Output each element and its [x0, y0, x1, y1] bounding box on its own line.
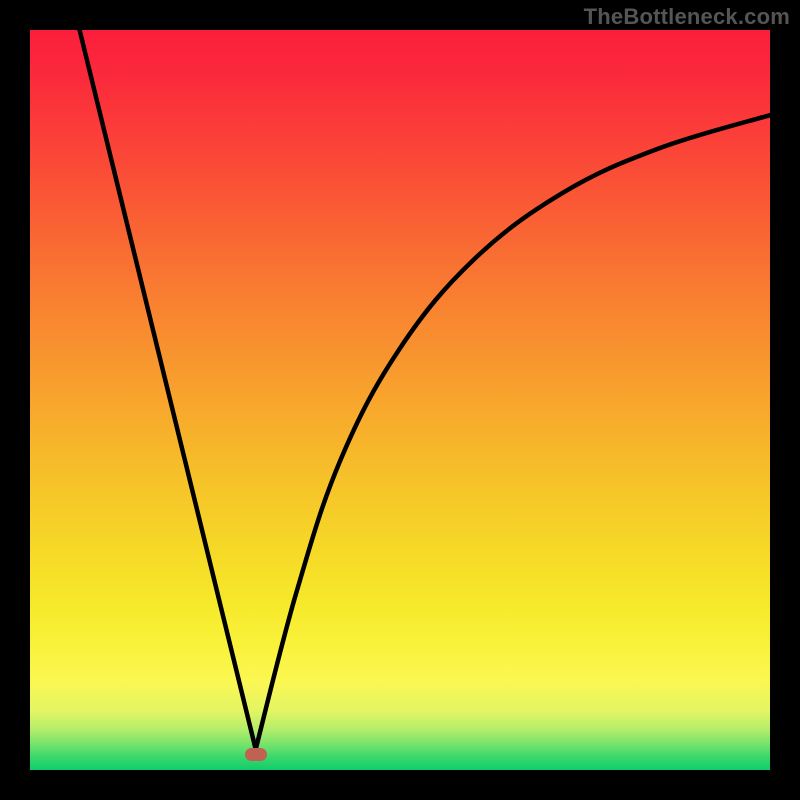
- watermark-text: TheBottleneck.com: [584, 4, 790, 30]
- chart-container: TheBottleneck.com: [0, 0, 800, 800]
- minimum-marker: [245, 748, 267, 761]
- curve-left-branch: [80, 30, 256, 749]
- curve-layer: [30, 30, 770, 770]
- plot-area: [30, 30, 770, 770]
- curve-right-branch: [256, 115, 770, 749]
